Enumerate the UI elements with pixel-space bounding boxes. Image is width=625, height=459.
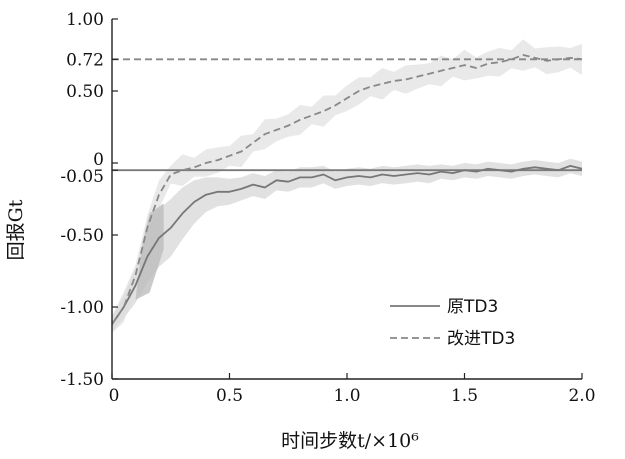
y-tick-label-0: 1.00 [66,10,104,30]
x-axis-label: 时间步数t/×10⁶ [281,430,419,452]
legend-label-original: 原TD3 [447,297,498,317]
y-tick-label-1: 0.72 [66,50,104,70]
improved-band [112,39,582,333]
reference-lines [112,58,582,172]
x-tick-label-3: 1.5 [451,386,478,406]
x-tick-labels: 0 0.5 1.0 1.5 2.0 [109,386,596,406]
x-tick-label-1: 0.5 [216,386,243,406]
y-axis-label: 回报Gt [5,199,27,260]
y-tick-label-2: 0.50 [66,82,104,102]
x-tick-label-2: 1.0 [333,386,360,406]
y-tick-label-6: -1.00 [60,298,104,318]
y-tick-label-5: -0.50 [60,226,104,246]
series-line-0 [111,164,583,325]
legend-label-improved: 改进TD3 [447,329,515,349]
legend: 原TD3 改进TD3 [390,297,515,349]
x-tick-label-0: 0 [109,386,120,406]
axes [111,18,583,380]
y-tick-label-7: -1.50 [60,370,104,390]
y-tick-labels: 1.00 0.72 0.50 0-0.05 -0.50 -1.00 -1.50 [60,10,104,390]
bands-layer [112,39,582,333]
original-band [112,158,582,332]
y-tick-label-4: -0.05 [60,167,104,187]
y-tick-label-3: 0 [93,150,104,170]
x-tick-label-4: 2.0 [568,386,595,406]
series-lines [111,54,583,325]
series-line-1 [111,54,583,325]
